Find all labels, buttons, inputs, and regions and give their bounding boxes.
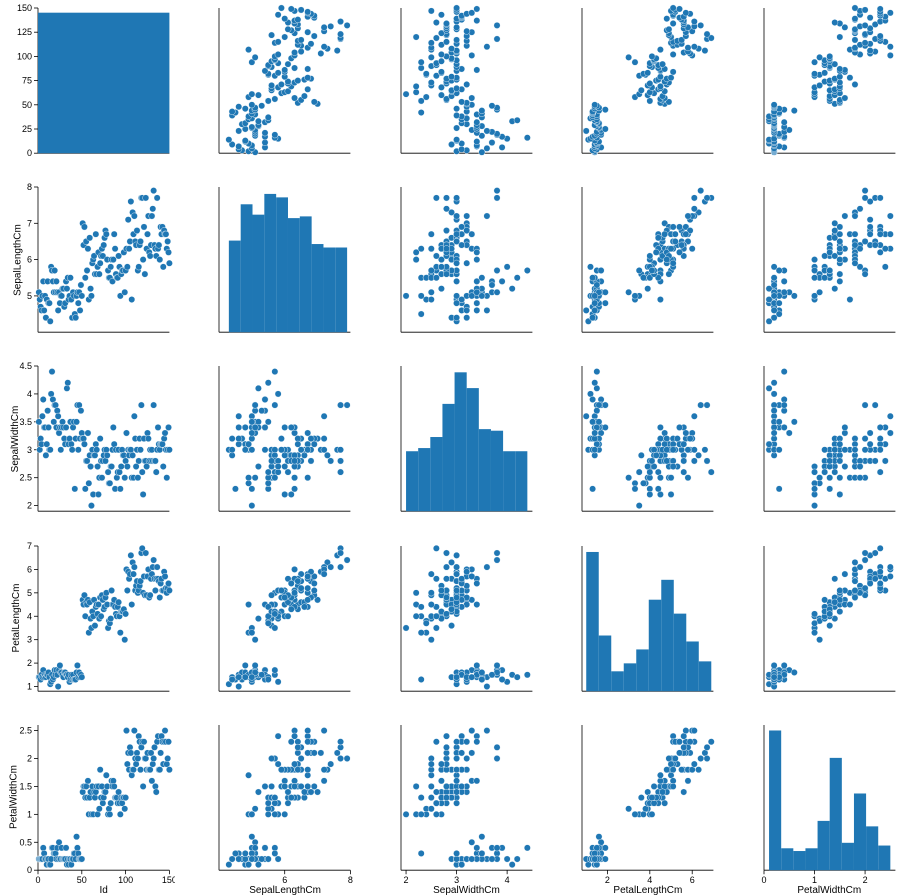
cell-PetalLengthCm-vs-Id: 1 2 3 4 5 6 7 PetalLengthCm: [4, 542, 175, 711]
cell-PetalLengthCm-vs-PetalLengthCm: [548, 542, 719, 711]
svg-text:2: 2: [27, 501, 32, 511]
svg-text:150: 150: [162, 875, 176, 885]
svg-text:0: 0: [27, 865, 32, 875]
svg-text:0: 0: [35, 875, 40, 885]
svg-text:2: 2: [862, 875, 867, 885]
svg-text:1: 1: [27, 681, 32, 691]
cell-Id-vs-Id: 0255075100125150Id: [4, 4, 175, 173]
cell-Id-vs-SepalWidthCm: [367, 4, 538, 173]
cell-PetalLengthCm-vs-SepalLengthCm: [185, 542, 356, 711]
cell-Id-vs-PetalWidthCm: [730, 4, 901, 173]
xlabel-SepalWidthCm: SepalWidthCm: [433, 885, 500, 896]
cell-SepalLengthCm-vs-PetalWidthCm: [730, 183, 901, 352]
cell-SepalWidthCm-vs-Id: 2 2.5 3 3.5 4 4.5 SepalWidthCm: [4, 362, 175, 531]
svg-text:150: 150: [17, 4, 32, 13]
cell-PetalWidthCm-vs-PetalLengthCm: 246PetalLengthCm: [548, 721, 719, 890]
cell-SepalWidthCm-vs-PetalLengthCm: [548, 362, 719, 531]
ylabel-PetalWidthCm: PetalWidthCm: [8, 765, 19, 829]
cell-SepalLengthCm-vs-Id: 5 6 7 8 SepalLengthCm: [4, 183, 175, 352]
svg-text:2: 2: [27, 658, 32, 668]
svg-text:1: 1: [27, 809, 32, 819]
cell-SepalLengthCm-vs-SepalWidthCm: [367, 183, 538, 352]
svg-text:1.5: 1.5: [19, 781, 32, 791]
svg-text:6: 6: [690, 875, 695, 885]
svg-text:4: 4: [504, 875, 509, 885]
cell-PetalLengthCm-vs-PetalWidthCm: [730, 542, 901, 711]
ylabel-PetalLengthCm: PetalLengthCm: [11, 584, 22, 653]
svg-text:25: 25: [22, 124, 32, 134]
svg-text:0: 0: [761, 875, 766, 885]
xlabel-PetalWidthCm: PetalWidthCm: [797, 885, 861, 896]
svg-text:5: 5: [27, 587, 32, 597]
svg-text:50: 50: [22, 100, 32, 110]
cell-Id-vs-SepalLengthCm: [185, 4, 356, 173]
cell-SepalLengthCm-vs-SepalLengthCm: [185, 183, 356, 352]
svg-text:2: 2: [403, 875, 408, 885]
svg-text:100: 100: [118, 875, 133, 885]
xlabel-PetalLengthCm: PetalLengthCm: [613, 885, 682, 896]
svg-text:0: 0: [27, 148, 32, 158]
svg-text:125: 125: [17, 27, 32, 37]
cell-SepalWidthCm-vs-PetalWidthCm: [730, 362, 901, 531]
svg-text:6: 6: [283, 875, 288, 885]
svg-text:4: 4: [27, 389, 32, 399]
svg-text:8: 8: [27, 183, 32, 192]
svg-text:3: 3: [27, 445, 32, 455]
svg-text:7: 7: [27, 542, 32, 551]
cell-SepalLengthCm-vs-PetalLengthCm: [548, 183, 719, 352]
scatter-matrix: 0255075100125150Id5678SepalLengthCm22.53…: [4, 4, 901, 890]
svg-text:2.5: 2.5: [19, 473, 32, 483]
cell-PetalWidthCm-vs-Id: 00.511.522.5050100150IdPetalWidthCm: [4, 721, 175, 890]
xlabel-Id: Id: [100, 885, 108, 896]
svg-text:2: 2: [27, 753, 32, 763]
svg-text:5: 5: [27, 291, 32, 301]
svg-text:6: 6: [27, 564, 32, 574]
cell-PetalWidthCm-vs-SepalWidthCm: 234SepalWidthCm: [367, 721, 538, 890]
svg-text:4.5: 4.5: [19, 362, 32, 371]
svg-text:3: 3: [27, 634, 32, 644]
cell-SepalWidthCm-vs-SepalWidthCm: [367, 362, 538, 531]
svg-text:7: 7: [27, 218, 32, 228]
cell-SepalWidthCm-vs-SepalLengthCm: [185, 362, 356, 531]
svg-text:4: 4: [27, 611, 32, 621]
svg-text:0.5: 0.5: [19, 837, 32, 847]
svg-text:4: 4: [647, 875, 652, 885]
cell-PetalWidthCm-vs-PetalWidthCm: 012PetalWidthCm: [730, 721, 901, 890]
svg-text:6: 6: [27, 255, 32, 265]
svg-text:1: 1: [812, 875, 817, 885]
xlabel-SepalLengthCm: SepalLengthCm: [249, 885, 321, 896]
svg-text:8: 8: [348, 875, 353, 885]
svg-text:2.5: 2.5: [19, 725, 32, 735]
svg-text:2: 2: [605, 875, 610, 885]
ylabel-SepalLengthCm: SepalLengthCm: [12, 224, 23, 296]
svg-text:75: 75: [22, 76, 32, 86]
svg-text:50: 50: [77, 875, 87, 885]
cell-Id-vs-PetalLengthCm: [548, 4, 719, 173]
svg-text:3: 3: [454, 875, 459, 885]
svg-text:100: 100: [17, 51, 32, 61]
svg-text:3.5: 3.5: [19, 417, 32, 427]
cell-PetalLengthCm-vs-SepalWidthCm: [367, 542, 538, 711]
ylabel-SepalWidthCm: SepalWidthCm: [10, 406, 21, 473]
cell-PetalWidthCm-vs-SepalLengthCm: 68SepalLengthCm: [185, 721, 356, 890]
